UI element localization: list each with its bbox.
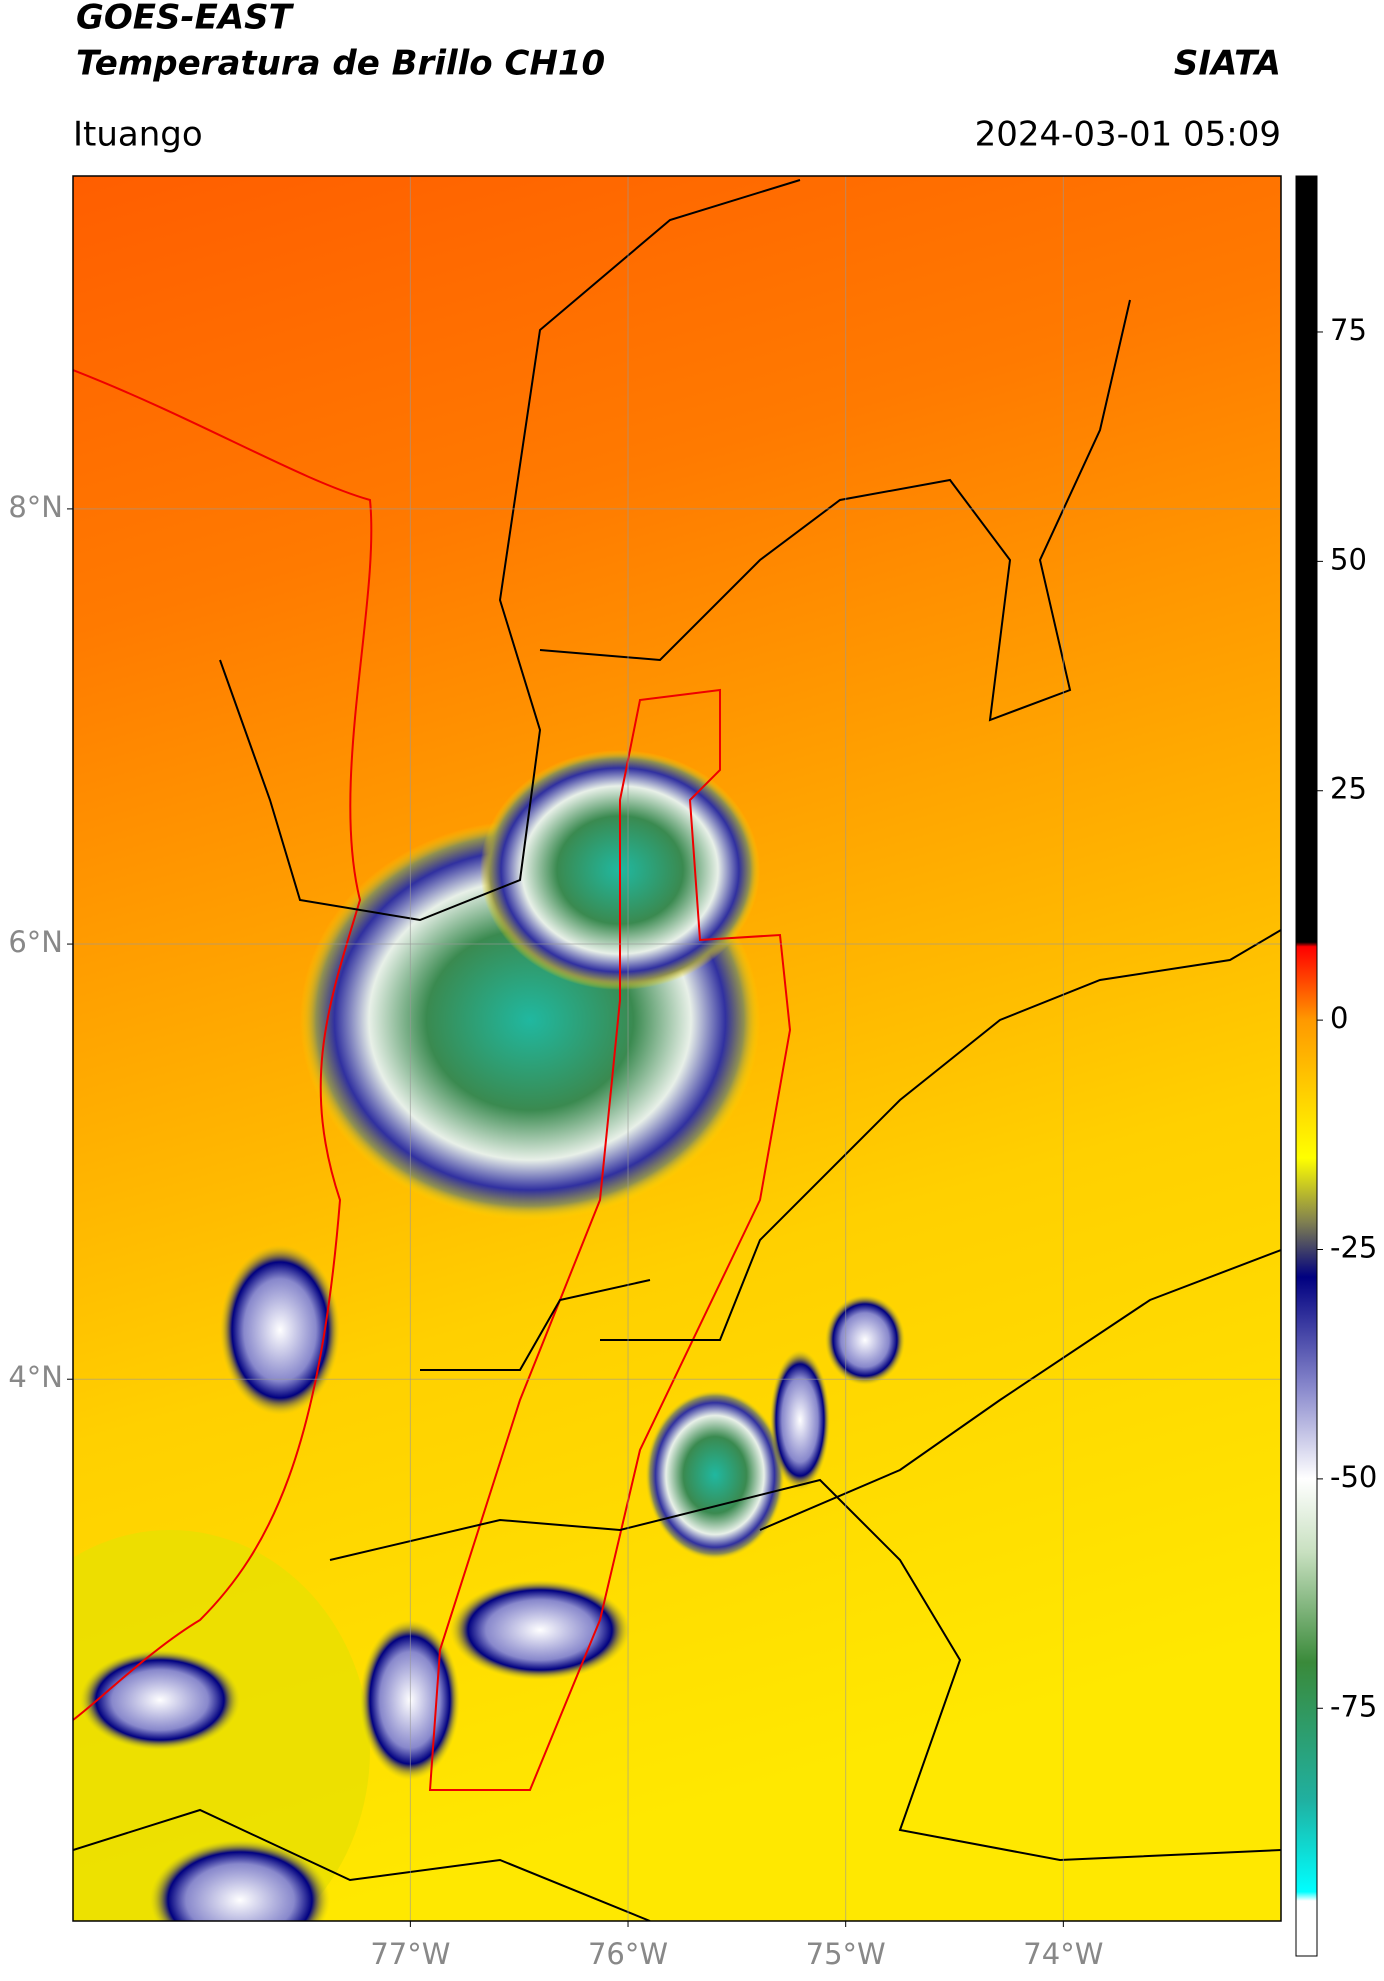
x-tick-label: 76°W xyxy=(588,1937,668,1971)
map-frame xyxy=(72,175,1282,1922)
x-tick-label: 75°W xyxy=(806,1937,886,1971)
colorbar-tick-label: -75 xyxy=(1330,1689,1377,1723)
colorbar-tick-label: -25 xyxy=(1330,1231,1377,1265)
y-tick-label: 8°N xyxy=(8,490,63,524)
colorbar-tick-label: 50 xyxy=(1330,542,1367,576)
agency: SIATA xyxy=(1174,44,1281,84)
x-tick-label: 77°W xyxy=(370,1937,450,1971)
x-tick-label: 74°W xyxy=(1023,1937,1103,1971)
y-tick-label: 6°N xyxy=(8,925,63,959)
subtitle: Temperatura de Brillo CH10 xyxy=(76,44,605,84)
colorbar-tick-label: 25 xyxy=(1330,772,1367,806)
location: Ituango xyxy=(73,115,203,155)
datetime: 2024-03-01 05:09 xyxy=(975,115,1281,155)
colorbar-tick-label: 75 xyxy=(1330,313,1367,347)
satellite-image xyxy=(73,176,1281,1921)
title: GOES-EAST xyxy=(76,0,295,38)
colorbar-tick-label: 0 xyxy=(1330,1001,1348,1035)
colorbar xyxy=(1295,175,1318,1957)
colorbar-tick-label: -50 xyxy=(1330,1460,1377,1494)
y-tick-label: 4°N xyxy=(8,1360,63,1394)
